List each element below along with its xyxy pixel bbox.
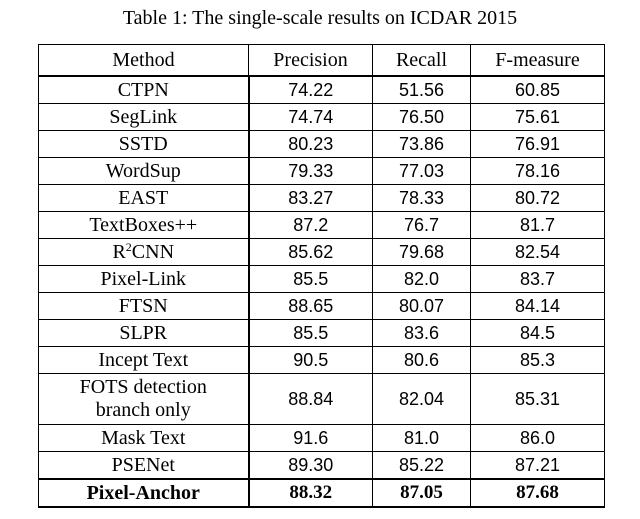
method-cell: TextBoxes++ [38,211,249,239]
table-row-highlighted: Pixel-Anchor 88.32 87.05 87.68 [38,478,605,508]
precision-cell: 91.6 [247,424,373,452]
precision-cell: 79.33 [247,157,373,185]
table-row: Pixel-Link 85.5 82.0 83.7 [38,265,605,293]
method-superscript: 2 [125,240,132,254]
method-rest: CNN [131,241,175,263]
method-base: R [112,241,126,263]
table-row: FTSN 88.65 80.07 84.14 [38,292,605,320]
f-measure-cell: 85.31 [470,373,605,425]
precision-cell: 85.5 [247,265,373,293]
f-measure-cell: 82.54 [470,238,605,266]
recall-cell: 83.6 [372,319,471,347]
table-row: FOTS detection branch only 88.84 82.04 85… [38,373,605,425]
method-cell: R2CNN [38,238,249,266]
table-row: Mask Text 91.6 81.0 86.0 [38,424,605,452]
f-measure-cell: 85.3 [470,346,605,374]
f-measure-cell: 78.16 [470,157,605,185]
header-precision: Precision [248,44,373,77]
table-row: WordSup 79.33 77.03 78.16 [38,157,605,185]
method-line-1: FOTS detection [79,376,207,398]
recall-cell: 76.50 [372,103,471,131]
table-row: TextBoxes++ 87.2 76.7 81.7 [38,211,605,239]
table-row: SegLink 74.74 76.50 75.61 [38,103,605,131]
table-row: CTPN 74.22 51.56 60.85 [38,75,605,104]
method-line-2: branch only [95,399,191,421]
method-cell: Pixel-Anchor [38,478,249,508]
table-row: Incept Text 90.5 80.6 85.3 [38,346,605,374]
precision-cell: 74.74 [247,103,373,131]
f-measure-cell: 87.68 [470,478,605,508]
recall-cell: 77.03 [372,157,471,185]
precision-cell: 87.2 [247,211,373,239]
method-cell: Incept Text [38,346,249,374]
precision-cell: 85.62 [247,238,373,266]
method-cell: CTPN [38,75,249,104]
recall-cell: 73.86 [372,130,471,158]
precision-cell: 74.22 [247,75,373,104]
recall-cell: 76.7 [372,211,471,239]
table-row: R2CNN 85.62 79.68 82.54 [38,238,605,266]
f-measure-cell: 80.72 [470,184,605,212]
recall-cell: 80.6 [372,346,471,374]
recall-cell: 51.56 [372,75,471,104]
precision-cell: 85.5 [247,319,373,347]
precision-cell: 89.30 [247,451,373,480]
f-measure-cell: 60.85 [470,75,605,104]
recall-cell: 79.68 [372,238,471,266]
method-cell: EAST [38,184,249,212]
recall-cell: 82.04 [372,373,471,425]
f-measure-cell: 84.14 [470,292,605,320]
recall-cell: 81.0 [372,424,471,452]
header-f-measure: F-measure [470,44,605,77]
table-caption: Table 1: The single-scale results on ICD… [122,7,518,29]
f-measure-cell: 84.5 [470,319,605,347]
method-cell: PSENet [38,451,249,480]
recall-cell: 85.22 [372,451,471,480]
header-recall: Recall [372,44,471,77]
method-cell: Pixel-Link [38,265,249,293]
table-row: PSENet 89.30 85.22 87.21 [38,451,605,480]
method-cell: SSTD [38,130,249,158]
method-cell: FTSN [38,292,249,320]
method-cell: WordSup [38,157,249,185]
precision-cell: 88.32 [247,478,373,508]
header-row: Method Precision Recall F-measure [38,44,605,77]
f-measure-cell: 76.91 [470,130,605,158]
precision-cell: 83.27 [247,184,373,212]
precision-cell: 90.5 [247,346,373,374]
results-table: Method Precision Recall F-measure CTPN 7… [38,44,605,508]
recall-cell: 87.05 [372,478,471,508]
recall-cell: 82.0 [372,265,471,293]
recall-cell: 80.07 [372,292,471,320]
table-row: EAST 83.27 78.33 80.72 [38,184,605,212]
method-cell: SegLink [38,103,249,131]
precision-cell: 88.65 [247,292,373,320]
table-row: SLPR 85.5 83.6 84.5 [38,319,605,347]
method-cell: FOTS detection branch only [38,373,249,425]
f-measure-cell: 86.0 [470,424,605,452]
method-cell: SLPR [38,319,249,347]
f-measure-cell: 75.61 [470,103,605,131]
f-measure-cell: 83.7 [470,265,605,293]
table-row: SSTD 80.23 73.86 76.91 [38,130,605,158]
f-measure-cell: 87.21 [470,451,605,480]
precision-cell: 80.23 [247,130,373,158]
method-cell: Mask Text [38,424,249,452]
header-method: Method [38,44,249,77]
precision-cell: 88.84 [247,373,373,425]
recall-cell: 78.33 [372,184,471,212]
f-measure-cell: 81.7 [470,211,605,239]
